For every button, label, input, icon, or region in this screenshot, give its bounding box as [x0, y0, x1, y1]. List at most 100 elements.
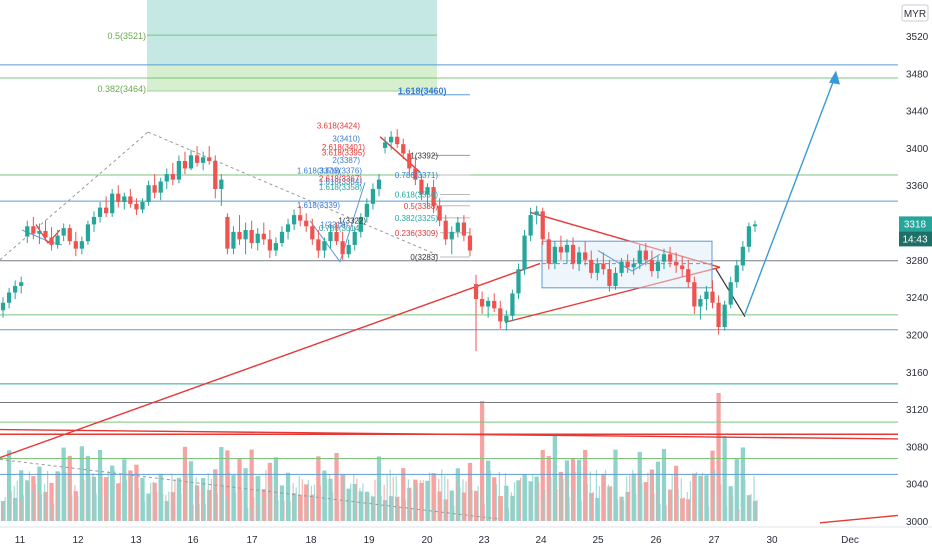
y-tick-label: 3520 — [906, 32, 929, 43]
volume-bar — [25, 480, 30, 521]
fib-label-left: 3(3410) — [332, 135, 360, 144]
volume-bar — [322, 507, 325, 521]
x-tick-label: 24 — [535, 535, 547, 546]
volume-bar — [189, 489, 191, 521]
volume-bar — [95, 493, 97, 521]
volume-bar — [279, 485, 285, 521]
volume-bar — [655, 461, 661, 521]
volume-bar — [377, 507, 379, 521]
volume-bar — [382, 500, 388, 521]
candle-body — [570, 244, 576, 264]
volume-bar — [183, 493, 185, 521]
volume-bar — [83, 480, 85, 521]
volume-bar — [401, 468, 406, 521]
volume-bar — [198, 503, 200, 521]
candle-body — [534, 211, 539, 216]
volume-bar — [10, 490, 12, 521]
candle-body — [152, 185, 157, 193]
volume-bar — [695, 471, 698, 521]
candle-body — [467, 235, 473, 251]
volume-bar — [635, 494, 637, 521]
volume-bar — [171, 473, 173, 521]
volume-bar — [546, 456, 551, 521]
volume-bar — [564, 460, 570, 521]
volume-bar — [570, 458, 576, 521]
candle-body — [25, 226, 30, 237]
volume-bar — [325, 478, 328, 521]
y-tick-label: 3000 — [906, 517, 929, 528]
volume-bar — [562, 478, 564, 521]
candle-body — [116, 193, 121, 203]
volume-bar — [182, 446, 188, 521]
volume-bar — [504, 485, 509, 521]
volume-bar — [607, 486, 612, 521]
volume-bar — [116, 483, 121, 521]
volume-bar — [71, 495, 73, 521]
dashed-line — [147, 131, 441, 257]
volume-bar — [295, 487, 297, 521]
candle-body — [370, 188, 376, 204]
volume-bar — [465, 481, 467, 521]
volume-bar — [680, 498, 685, 521]
volume-bar — [613, 449, 618, 521]
volume-bar — [334, 452, 339, 521]
volume-bar — [704, 506, 707, 521]
candle-body — [546, 239, 551, 264]
candle-body — [576, 252, 582, 264]
volume-bar — [359, 487, 361, 521]
volume-bar — [407, 479, 410, 521]
volume-bar — [213, 469, 218, 521]
volume-bar — [146, 493, 151, 521]
volume-bar — [261, 489, 266, 521]
pattern-line — [35, 224, 61, 245]
volume-bar — [207, 473, 209, 521]
volume-bar — [250, 507, 252, 521]
volume-bar — [473, 490, 479, 521]
candle-body — [437, 205, 442, 221]
volume-bar — [665, 505, 667, 521]
candle-body — [540, 211, 545, 240]
volume-bar — [601, 474, 606, 521]
volume-bar — [37, 466, 42, 521]
volume-bar — [192, 504, 194, 521]
volume-bar — [456, 480, 458, 521]
candle-body — [752, 224, 758, 227]
x-tick-label: 19 — [363, 535, 375, 546]
volume-bar — [558, 471, 564, 521]
candle-body — [728, 282, 733, 305]
fib-label-left: 3.618(3395) — [322, 149, 365, 158]
volume-bar — [128, 470, 133, 521]
volume-bar — [507, 508, 510, 521]
candle-body — [631, 263, 636, 268]
volume-bar — [647, 472, 649, 521]
volume-bar — [547, 481, 549, 521]
volume-bar — [455, 468, 460, 521]
volume-bar — [659, 504, 661, 521]
volume-bar — [441, 469, 443, 521]
volume-bar — [92, 473, 94, 521]
candle-body — [19, 282, 24, 286]
volume-bar — [513, 482, 516, 521]
volume-bar — [522, 474, 527, 521]
volume-bar — [571, 490, 573, 521]
volume-bar — [416, 483, 419, 521]
candle-body — [613, 272, 618, 286]
volume-bar — [353, 473, 355, 521]
x-tick-label: 20 — [421, 535, 433, 546]
volume-bar — [704, 475, 709, 521]
volume-bar — [516, 480, 521, 521]
y-tick-label: 3200 — [906, 330, 929, 341]
volume-bar — [280, 499, 282, 521]
volume-bar — [447, 478, 449, 521]
volume-bar — [683, 497, 685, 521]
volume-bar — [479, 401, 485, 521]
candle-body — [607, 269, 612, 286]
candle-body — [601, 263, 606, 270]
volume-bar — [147, 499, 149, 521]
currency-box[interactable] — [901, 4, 929, 22]
volume-bar — [444, 475, 446, 521]
volume-bar — [535, 485, 537, 521]
volume-bar — [304, 484, 309, 521]
volume-bar — [744, 479, 746, 521]
